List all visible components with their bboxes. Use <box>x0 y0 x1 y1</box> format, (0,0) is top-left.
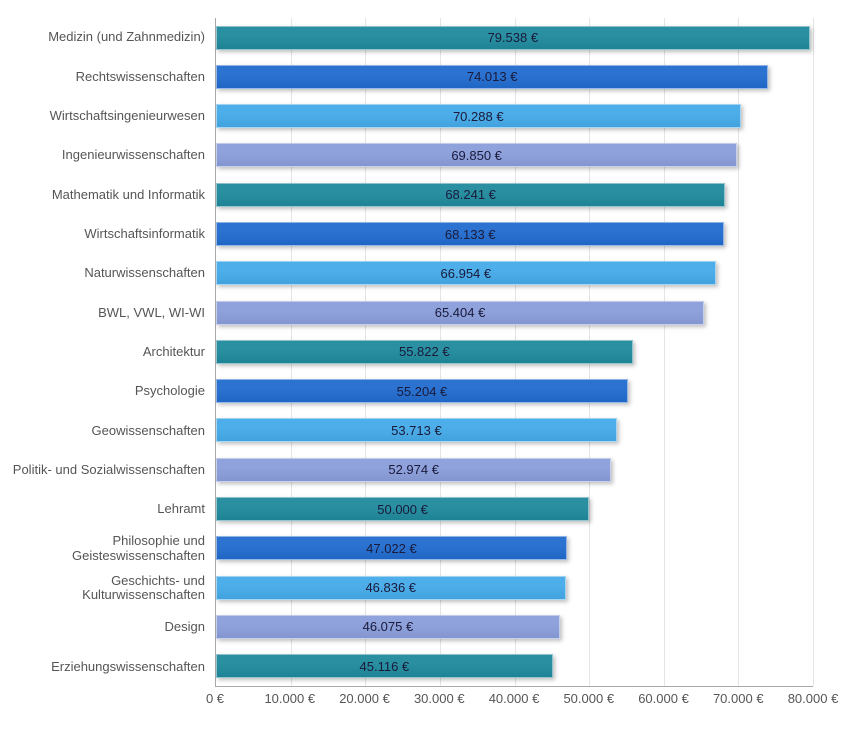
bar-value-label: 55.204 € <box>397 384 448 399</box>
category-label: Rechtswissenschaften <box>0 65 210 89</box>
category-label: BWL, VWL, WI-WI <box>0 301 210 325</box>
bar-row: 46.075 € <box>216 615 813 639</box>
bar-row: 74.013 € <box>216 65 813 89</box>
bar-row: 68.133 € <box>216 222 813 246</box>
x-tick-label: 10.000 € <box>264 691 315 706</box>
x-tick-label: 0 € <box>206 691 224 706</box>
category-label: Design <box>0 616 210 640</box>
x-tick-label: 20.000 € <box>339 691 390 706</box>
bar-value-label: 65.404 € <box>435 305 486 320</box>
category-label: Erziehungswissenschaften <box>0 655 210 679</box>
category-label: Naturwissenschaften <box>0 262 210 286</box>
salary-bar-chart: Medizin (und Zahnmedizin) Rechtswissensch… <box>0 0 841 737</box>
bar-value-label: 66.954 € <box>441 266 492 281</box>
bar: 55.822 € <box>216 340 633 364</box>
bar-value-label: 70.288 € <box>453 109 504 124</box>
plot-area: 79.538 € 74.013 € 70.288 € 69.850 € 68.241 €… <box>215 18 813 687</box>
bar-row: 66.954 € <box>216 261 813 285</box>
bar-row: 50.000 € <box>216 497 813 521</box>
x-tick-label: 70.000 € <box>713 691 764 706</box>
bar-value-label: 68.241 € <box>445 187 496 202</box>
bar-row: 52.974 € <box>216 458 813 482</box>
category-label: Mathematik und Informatik <box>0 183 210 207</box>
bar-row: 55.822 € <box>216 340 813 364</box>
bar: 47.022 € <box>216 536 567 560</box>
bar-value-label: 68.133 € <box>445 227 496 242</box>
bar: 74.013 € <box>216 65 768 89</box>
bar: 52.974 € <box>216 458 611 482</box>
bar-value-label: 46.836 € <box>365 580 416 595</box>
bar: 66.954 € <box>216 261 716 285</box>
y-axis-labels: Medizin (und Zahnmedizin) Rechtswissensch… <box>0 18 210 687</box>
bar: 55.204 € <box>216 379 628 403</box>
bar-value-label: 74.013 € <box>467 69 518 84</box>
bar: 50.000 € <box>216 497 589 521</box>
bar-value-label: 52.974 € <box>388 462 439 477</box>
x-axis: 0 €10.000 €20.000 €30.000 €40.000 €50.00… <box>215 691 813 721</box>
gridline <box>813 18 814 686</box>
bar: 53.713 € <box>216 418 617 442</box>
bar: 46.836 € <box>216 576 566 600</box>
x-tick-label: 60.000 € <box>638 691 689 706</box>
bar-value-label: 46.075 € <box>363 619 414 634</box>
bar: 45.116 € <box>216 654 553 678</box>
bars-container: 79.538 € 74.013 € 70.288 € 69.850 € 68.241 €… <box>216 18 813 686</box>
bar-value-label: 69.850 € <box>451 148 502 163</box>
x-tick-label: 50.000 € <box>563 691 614 706</box>
bar: 79.538 € <box>216 26 810 50</box>
x-tick-label: 80.000 € <box>788 691 839 706</box>
bar-value-label: 45.116 € <box>360 659 410 674</box>
bar: 65.404 € <box>216 301 704 325</box>
bar: 68.133 € <box>216 222 724 246</box>
bar-row: 55.204 € <box>216 379 813 403</box>
category-label: Architektur <box>0 340 210 364</box>
bar: 70.288 € <box>216 104 741 128</box>
bar-row: 69.850 € <box>216 143 813 167</box>
category-label: Medizin (und Zahnmedizin) <box>0 26 210 50</box>
category-label: Ingenieurwissenschaften <box>0 144 210 168</box>
bar-value-label: 47.022 € <box>366 541 417 556</box>
bar-row: 46.836 € <box>216 576 813 600</box>
category-label: Wirtschaftsinformatik <box>0 222 210 246</box>
bar-row: 68.241 € <box>216 183 813 207</box>
bar-value-label: 79.538 € <box>487 30 538 45</box>
bar: 69.850 € <box>216 143 737 167</box>
x-tick-label: 40.000 € <box>489 691 540 706</box>
bar-row: 65.404 € <box>216 301 813 325</box>
bar-row: 45.116 € <box>216 654 813 678</box>
bar-value-label: 50.000 € <box>377 502 428 517</box>
bar-row: 79.538 € <box>216 26 813 50</box>
bar-row: 70.288 € <box>216 104 813 128</box>
bar-value-label: 55.822 € <box>399 344 450 359</box>
category-label: Lehramt <box>0 498 210 522</box>
category-label: Wirtschaftsingenieurwesen <box>0 104 210 128</box>
x-tick-label: 30.000 € <box>414 691 465 706</box>
bar-value-label: 53.713 € <box>391 423 442 438</box>
bar-row: 53.713 € <box>216 418 813 442</box>
category-label: Psychologie <box>0 380 210 404</box>
category-label: Geschichts- undKulturwissenschaften <box>0 576 210 600</box>
bar-row: 47.022 € <box>216 536 813 560</box>
category-label: Politik- und Sozialwissenschaften <box>0 458 210 482</box>
bar: 68.241 € <box>216 183 725 207</box>
bar: 46.075 € <box>216 615 560 639</box>
category-label: Philosophie undGeisteswissenschaften <box>0 537 210 561</box>
category-label: Geowissenschaften <box>0 419 210 443</box>
